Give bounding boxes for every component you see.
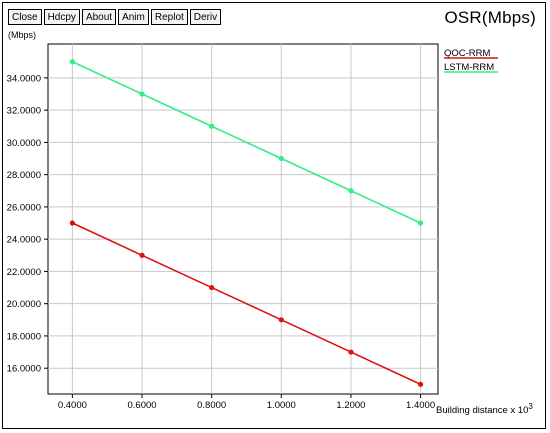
legend-label: QOC-RRM bbox=[444, 48, 491, 59]
data-point bbox=[139, 252, 145, 258]
x-tick-label: 1.2000 bbox=[336, 400, 365, 411]
series-line-lstm-rrm bbox=[72, 61, 421, 224]
x-tick-label: 1.4000 bbox=[406, 400, 435, 411]
hardcopy-button[interactable]: Hdcpy bbox=[43, 9, 80, 25]
plot-area-frame bbox=[47, 43, 439, 395]
close-button[interactable]: Close bbox=[8, 9, 42, 25]
data-point bbox=[209, 123, 215, 129]
data-point bbox=[278, 155, 284, 162]
deriv-button[interactable]: Deriv bbox=[189, 9, 222, 25]
y-tick-label: 28.0000 bbox=[7, 170, 41, 181]
data-point bbox=[417, 381, 424, 387]
x-tick-label: 0.4000 bbox=[58, 400, 87, 411]
data-point bbox=[417, 220, 424, 226]
y-tick-label: 16.0000 bbox=[7, 364, 41, 375]
series-line-qoc-rrm bbox=[72, 222, 421, 386]
y-axis-label: (Mbps) bbox=[8, 30, 37, 40]
data-point bbox=[69, 59, 75, 65]
data-point bbox=[348, 349, 354, 355]
legend-label: LSTM-RRM bbox=[444, 62, 494, 73]
y-tick-label: 20.0000 bbox=[7, 299, 41, 310]
data-point bbox=[69, 220, 75, 226]
data-point bbox=[348, 188, 354, 194]
y-tick-label: 34.0000 bbox=[7, 73, 41, 84]
x-tick-label: 0.6000 bbox=[127, 400, 156, 411]
chart-title: OSR(Mbps) bbox=[444, 8, 536, 27]
data-point bbox=[139, 91, 145, 97]
x-tick-label: 1.0000 bbox=[267, 400, 296, 411]
about-button[interactable]: About bbox=[81, 9, 117, 25]
x-tick-label: 0.8000 bbox=[197, 400, 226, 411]
y-tick-label: 32.0000 bbox=[7, 106, 41, 117]
y-tick-label: 22.0000 bbox=[7, 267, 41, 278]
data-point bbox=[209, 284, 215, 291]
data-point bbox=[278, 317, 284, 323]
y-tick-label: 18.0000 bbox=[7, 331, 41, 342]
x-axis-label-text: Building distance x 10 bbox=[436, 405, 529, 417]
anim-button[interactable]: Anim bbox=[118, 9, 149, 25]
x-axis-label: Building distance x 103 bbox=[436, 402, 533, 416]
y-tick-label: 26.0000 bbox=[7, 202, 41, 213]
y-tick-label: 24.0000 bbox=[7, 235, 41, 246]
toolbar: Close Hdcpy About Anim Replot Deriv bbox=[8, 9, 222, 25]
x-axis-label-exponent: 3 bbox=[528, 402, 533, 411]
plot-window: Close Hdcpy About Anim Replot Deriv bbox=[2, 2, 546, 429]
replot-button[interactable]: Replot bbox=[150, 9, 188, 25]
y-tick-label: 30.0000 bbox=[7, 138, 41, 149]
